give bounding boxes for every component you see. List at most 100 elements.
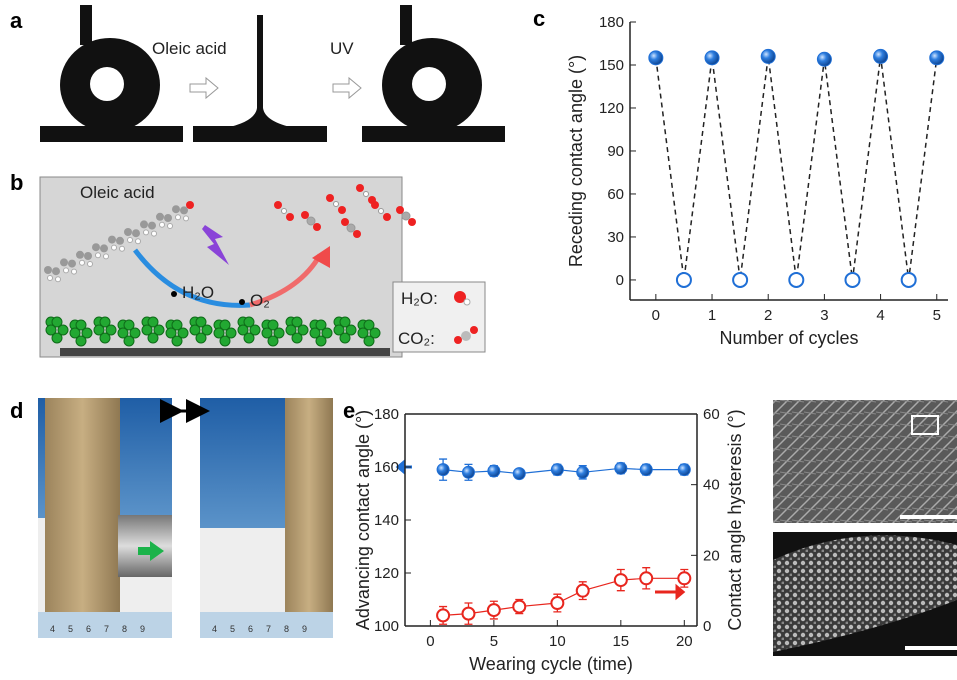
catalyst-particle — [52, 333, 62, 343]
catalyst-particle — [196, 333, 206, 343]
ruler-number: 7 — [104, 624, 109, 634]
data-point — [462, 466, 474, 478]
ruler-number: 9 — [302, 624, 307, 634]
step-label: UV — [330, 39, 354, 58]
atom — [160, 222, 165, 227]
y-tick-label: 100 — [374, 618, 399, 635]
atom — [356, 184, 364, 192]
atom — [338, 206, 346, 214]
data-point — [874, 49, 888, 63]
atom — [120, 246, 125, 251]
catalyst-particle — [268, 336, 278, 346]
atom — [116, 237, 124, 245]
atom — [76, 251, 84, 259]
atom — [402, 212, 410, 220]
x-tick-label: 2 — [764, 307, 772, 324]
atom — [286, 213, 294, 221]
species-label: H₂O — [182, 283, 214, 302]
atom — [368, 196, 376, 204]
atom — [88, 262, 93, 267]
x-axis-title: Wearing cycle (time) — [469, 654, 633, 674]
catalyst-particle — [316, 336, 326, 346]
atom — [347, 224, 355, 232]
atom — [144, 230, 149, 235]
sem-image — [773, 400, 957, 523]
x-tick-label: 3 — [820, 307, 828, 324]
axis-arrow — [655, 587, 683, 597]
atom — [396, 206, 404, 214]
panel-label: c — [533, 6, 545, 31]
data-point — [678, 572, 690, 584]
atom — [383, 213, 391, 221]
atom — [100, 244, 108, 252]
y-tick-label: 180 — [374, 406, 399, 423]
atom — [56, 277, 61, 282]
atom — [72, 269, 77, 274]
atom — [326, 194, 334, 202]
data-point — [789, 273, 803, 287]
data-point — [513, 601, 525, 613]
ruler-number: 6 — [248, 624, 253, 634]
ruler-number: 8 — [284, 624, 289, 634]
atom — [48, 276, 53, 281]
x-tick-label: 4 — [876, 307, 884, 324]
atom — [84, 252, 92, 260]
atom — [60, 258, 68, 266]
atom — [168, 224, 173, 229]
atom — [52, 267, 60, 275]
step-label: Oleic acid — [152, 39, 227, 58]
catalyst-particle — [364, 336, 374, 346]
panel-label: b — [10, 170, 23, 195]
data-point — [551, 597, 563, 609]
y-axis-title: Advancing contact angle (°) — [353, 410, 373, 630]
x-tick-label: 1 — [708, 307, 716, 324]
y-tick-label: 60 — [607, 186, 624, 203]
ruler-number: 4 — [50, 624, 55, 634]
atom — [44, 266, 52, 274]
data-point — [551, 464, 563, 476]
x-axis-title: Number of cycles — [719, 328, 858, 348]
data-point — [462, 608, 474, 620]
y-tick-label: 120 — [374, 565, 399, 582]
atom — [68, 260, 76, 268]
panel-label: a — [10, 8, 23, 33]
sem-image — [773, 532, 957, 656]
atom — [274, 201, 282, 209]
photo — [38, 398, 172, 638]
data-point — [845, 273, 859, 287]
catalyst-particle — [172, 336, 182, 346]
atom — [176, 215, 181, 220]
data-point — [817, 52, 831, 66]
y-tick-label: 30 — [607, 229, 624, 246]
atom — [172, 205, 180, 213]
panel-label: d — [10, 398, 23, 423]
data-point — [577, 585, 589, 597]
x-tick-label: 5 — [933, 307, 941, 324]
y2-tick-label: 20 — [703, 547, 720, 564]
data-point — [513, 468, 525, 480]
catalyst-particle — [124, 336, 134, 346]
ruler-number: 5 — [68, 624, 73, 634]
atom — [364, 192, 369, 197]
data-point — [902, 273, 916, 287]
droplet-photo — [40, 5, 183, 143]
data-point — [678, 464, 690, 476]
x-tick-label: 5 — [490, 633, 498, 650]
ruler-number: 7 — [266, 624, 271, 634]
atom — [96, 253, 101, 258]
catalyst-particle — [292, 333, 302, 343]
atom — [108, 236, 116, 244]
data-point — [930, 51, 944, 65]
photo — [200, 398, 333, 638]
atom — [80, 260, 85, 265]
x-tick-label: 10 — [549, 633, 566, 650]
data-point — [640, 464, 652, 476]
atom — [341, 218, 349, 226]
data-point — [577, 466, 589, 478]
atom — [301, 211, 309, 219]
x-tick-label: 0 — [426, 633, 434, 650]
atom — [307, 217, 315, 225]
arrow — [190, 78, 218, 98]
data-point — [437, 609, 449, 621]
legend-label: CO₂: — [398, 329, 435, 348]
